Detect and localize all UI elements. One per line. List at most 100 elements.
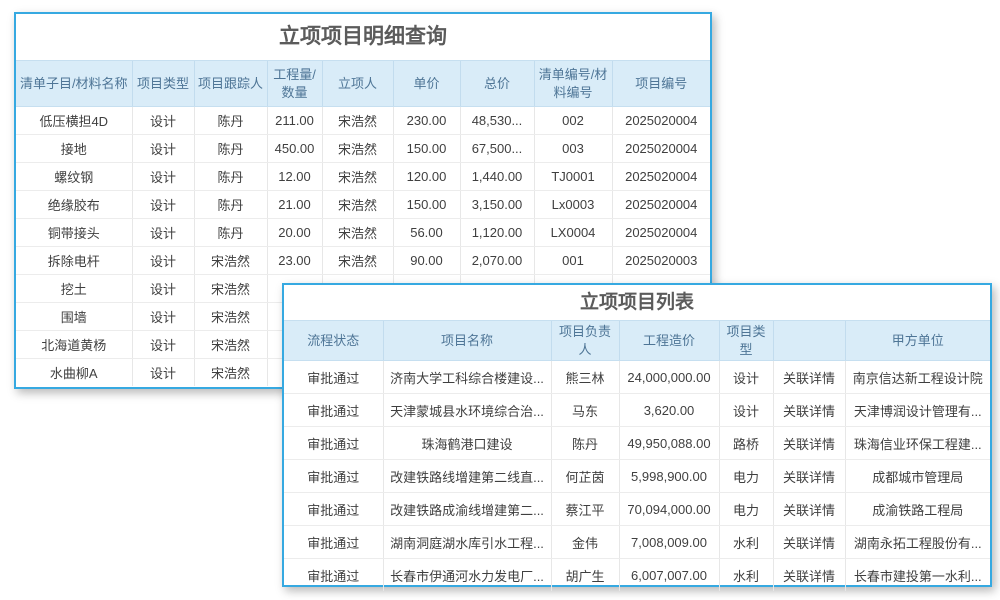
cell-client: 成都城市管理局 [844, 459, 990, 494]
cell-cost: 6,007,007.00 [618, 558, 719, 592]
cell-project-name-link[interactable]: 济南大学工科综合楼建设... [382, 360, 551, 395]
cell-type: 电力 [718, 459, 773, 494]
cell-initiator: 宋浩然 [321, 246, 393, 275]
project-list-window: 立项项目列表 流程状态 项目名称 项目负责人 工程造价 项目类型 甲方单位 审批… [282, 283, 992, 592]
detail-table-row[interactable]: 绝缘胶布 设计 陈丹 21.00 宋浩然 150.00 3,150.00 Lx0… [16, 190, 710, 219]
detail-table-row[interactable]: 低压横担4D 设计 陈丹 211.00 宋浩然 230.00 48,530...… [16, 106, 710, 135]
cell-status: 审批通过 [284, 459, 383, 494]
project-list-row[interactable]: 审批通过 湖南洞庭湖水库引水工程... 金伟 7,008,009.00 水利 关… [284, 525, 990, 560]
cell-project-id-link[interactable]: 2025020004 [611, 162, 710, 191]
detail-table-row[interactable]: 螺纹钢 设计 陈丹 12.00 宋浩然 120.00 1,440.00 TJ00… [16, 162, 710, 191]
cell-total-price: 3,150.00 [459, 190, 534, 219]
col-header-project-name: 项目名称 [382, 319, 551, 362]
cell-material-name: 铜带接头 [16, 218, 132, 247]
cell-tracker: 宋浩然 [193, 274, 267, 303]
cell-project-type: 设计 [131, 190, 194, 219]
detail-table-row[interactable]: 铜带接头 设计 陈丹 20.00 宋浩然 56.00 1,120.00 LX00… [16, 218, 710, 247]
cell-material-name: 拆除电杆 [16, 246, 132, 275]
project-list-row[interactable]: 审批通过 改建铁路线增建第二线直... 何芷茵 5,998,900.00 电力 … [284, 459, 990, 494]
cell-material-code: 001 [533, 246, 612, 275]
cell-client: 珠海信业环保工程建... [844, 426, 990, 461]
detail-table-row[interactable]: 拆除电杆 设计 宋浩然 23.00 宋浩然 90.00 2,070.00 001… [16, 246, 710, 275]
cell-material-code: Lx0003 [533, 190, 612, 219]
cell-project-id-link[interactable]: 2025020004 [611, 190, 710, 219]
cell-type: 设计 [718, 360, 773, 395]
cell-project-name-link[interactable]: 长春市伊通河水力发电厂... [382, 558, 551, 592]
cell-material-name: 绝缘胶布 [16, 190, 132, 219]
cell-detail-link[interactable]: 关联详情 [772, 459, 845, 494]
cell-project-name-link[interactable]: 天津蒙城县水环境综合治... [382, 393, 551, 428]
cell-project-type: 设计 [131, 162, 194, 191]
col-header-total-price: 总价 [459, 60, 534, 107]
detail-table-row[interactable]: 接地 设计 陈丹 450.00 宋浩然 150.00 67,500... 003… [16, 134, 710, 163]
cell-project-id-link[interactable]: 2025020004 [611, 134, 710, 163]
cell-project-type: 设计 [131, 218, 194, 247]
cell-quantity: 450.00 [266, 134, 322, 163]
cell-cost: 70,094,000.00 [618, 492, 719, 527]
cell-project-name-link[interactable]: 改建铁路成渝线增建第二... [382, 492, 551, 527]
cell-manager-link[interactable]: 马东 [550, 393, 619, 428]
col-header-manager: 项目负责人 [550, 319, 619, 362]
cell-project-name-link[interactable]: 珠海鹤港口建设 [382, 426, 551, 461]
cell-total-price: 67,500... [459, 134, 534, 163]
cell-cost: 49,950,088.00 [618, 426, 719, 461]
cell-project-name-link[interactable]: 湖南洞庭湖水库引水工程... [382, 525, 551, 560]
cell-manager-link[interactable]: 何芷茵 [550, 459, 619, 494]
detail-query-window: 立项项目明细查询 清单子目/材料名称 项目类型 项目跟踪人 工程量/数量 立项人… [14, 12, 712, 389]
cell-project-id-link[interactable]: 2025020003 [611, 246, 710, 275]
detail-table-body: 低压横担4D 设计 陈丹 211.00 宋浩然 230.00 48,530...… [16, 106, 710, 386]
cell-status: 审批通过 [284, 525, 383, 560]
cell-manager-link[interactable]: 陈丹 [550, 426, 619, 461]
col-header-tracker: 项目跟踪人 [193, 60, 267, 107]
project-list-row[interactable]: 审批通过 济南大学工科综合楼建设... 熊三林 24,000,000.00 设计… [284, 360, 990, 395]
project-list-row[interactable]: 审批通过 天津蒙城县水环境综合治... 马东 3,620.00 设计 关联详情 … [284, 393, 990, 428]
cell-detail-link[interactable]: 关联详情 [772, 492, 845, 527]
cell-project-type: 设计 [131, 246, 194, 275]
cell-material-code: 002 [533, 106, 612, 135]
cell-total-price: 1,120.00 [459, 218, 534, 247]
cell-initiator: 宋浩然 [321, 218, 393, 247]
project-list-row[interactable]: 审批通过 长春市伊通河水力发电厂... 胡广生 6,007,007.00 水利 … [284, 558, 990, 592]
cell-status: 审批通过 [307, 568, 360, 584]
cell-detail-link[interactable]: 关联详情 [772, 426, 845, 461]
cell-tracker: 陈丹 [193, 190, 267, 219]
cell-project-name-link[interactable]: 改建铁路线增建第二线直... [382, 459, 551, 494]
cell-manager-link[interactable]: 熊三林 [550, 360, 619, 395]
cell-project-id-link[interactable]: 2025020004 [611, 218, 710, 247]
cell-project-type: 设计 [131, 134, 194, 163]
cell-status: 审批通过 [284, 492, 383, 527]
cell-total-price: 2,070.00 [459, 246, 534, 275]
cell-tracker: 陈丹 [193, 162, 267, 191]
cell-manager-link[interactable]: 蔡江平 [550, 492, 619, 527]
project-list-row[interactable]: 审批通过 改建铁路成渝线增建第二... 蔡江平 70,094,000.00 电力… [284, 492, 990, 527]
col-header-client: 甲方单位 [844, 319, 990, 362]
col-header-project-id: 项目编号 [611, 60, 710, 107]
cell-detail-link[interactable]: 关联详情 [772, 393, 845, 428]
cell-tracker: 陈丹 [193, 106, 267, 135]
list-table-header-row: 流程状态 项目名称 项目负责人 工程造价 项目类型 甲方单位 [284, 319, 990, 362]
cell-type: 水利 [718, 525, 773, 560]
cell-manager-link[interactable]: 胡广生 [550, 558, 619, 592]
cell-detail-link[interactable]: 关联详情 [772, 558, 845, 592]
cell-detail-link[interactable]: 关联详情 [772, 525, 845, 560]
project-list-row[interactable]: 审批通过 珠海鹤港口建设 陈丹 49,950,088.00 路桥 关联详情 珠海… [284, 426, 990, 461]
cell-material-name: 水曲柳A [49, 366, 98, 381]
cell-tracker: 宋浩然 [193, 358, 267, 386]
col-header-status: 流程状态 [284, 319, 383, 362]
cell-initiator: 宋浩然 [321, 162, 393, 191]
cell-manager-link[interactable]: 金伟 [550, 525, 619, 560]
cell-project-id-link[interactable]: 2025020004 [611, 106, 710, 135]
cell-material-code: LX0004 [533, 218, 612, 247]
list-table-title: 立项项目列表 [284, 285, 990, 320]
cell-material-name: 围墙 [16, 302, 132, 331]
cell-tracker: 陈丹 [193, 218, 267, 247]
cell-detail-link[interactable]: 关联详情 [772, 360, 845, 395]
cell-tracker: 宋浩然 [193, 330, 267, 359]
cell-type: 设计 [718, 393, 773, 428]
cell-tracker: 陈丹 [193, 134, 267, 163]
cell-cost: 7,008,009.00 [618, 525, 719, 560]
cell-tracker: 宋浩然 [193, 246, 267, 275]
cell-status: 审批通过 [284, 426, 383, 461]
cell-cost: 24,000,000.00 [618, 360, 719, 395]
cell-client: 天津博润设计管理有... [844, 393, 990, 428]
